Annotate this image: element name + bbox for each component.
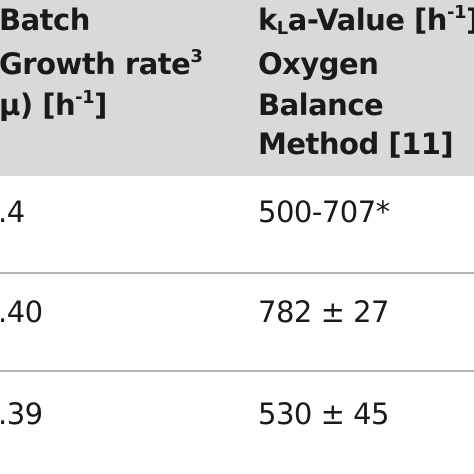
row-divider-1 <box>0 272 474 274</box>
row-2-kla-value: 782 ± 27 <box>258 295 390 329</box>
header-growth-rate-footnote: 3 <box>190 46 203 67</box>
row-2-growth-rate: .40 <box>0 295 43 329</box>
row-1-growth-rate: .4 <box>0 195 25 229</box>
header-method: Method [11] <box>258 127 454 161</box>
header-oxygen: Oxygen <box>258 47 379 81</box>
header-growth-unit: µ) [h-1] <box>0 87 107 123</box>
header-growth-unit-bracket: ] <box>94 88 107 122</box>
row-divider-2 <box>0 370 474 372</box>
header-growth-unit-text: µ) [h <box>0 88 76 122</box>
header-kla-text: a-Value [h <box>287 3 448 37</box>
row-3-kla-value: 530 ± 45 <box>258 397 390 431</box>
header-kla-exponent: -1 <box>446 2 467 23</box>
header-kla-subscript: L <box>276 18 288 39</box>
row-3-growth-rate: .39 <box>0 397 43 431</box>
header-kla-bracket: ] <box>466 3 474 37</box>
header-batch: Batch <box>0 2 90 38</box>
header-growth-rate: Growth rate3 <box>0 46 203 82</box>
header-balance: Balance <box>258 88 384 122</box>
header-growth-unit-exponent: -1 <box>75 87 95 108</box>
row-1-kla-value: 500-707* <box>258 195 390 229</box>
header-batch-text: Batch <box>0 3 90 37</box>
header-kla-value: kLa-Value [h-1] <box>258 2 474 38</box>
table-header: Batch Growth rate3 µ) [h-1] kLa-Value [h… <box>0 0 474 176</box>
header-kla-k: k <box>258 3 277 37</box>
header-growth-rate-text: Growth rate <box>0 47 191 81</box>
